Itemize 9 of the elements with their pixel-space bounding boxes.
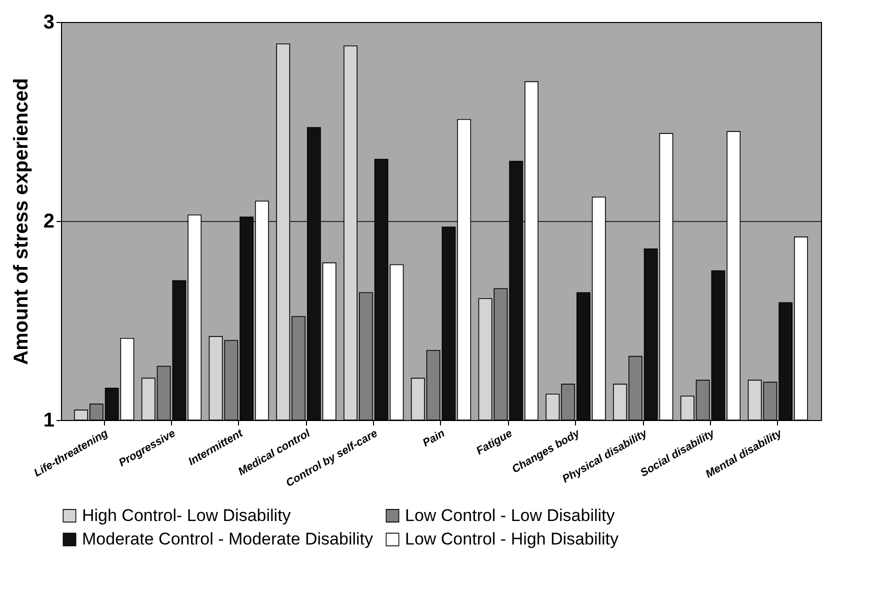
y-axis-title: Amount of stress experienced (10, 78, 32, 365)
legend-label: Moderate Control - Moderate Disability (82, 530, 374, 548)
y-tick-label: 3 (43, 12, 54, 34)
legend-label: Low Control - High Disability (405, 530, 620, 548)
legend-label: High Control- Low Disability (82, 506, 292, 525)
x-tick-label: Pain (420, 427, 448, 450)
y-tick-label: 1 (43, 410, 54, 432)
legend-label: Low Control - Low Disability (405, 506, 616, 525)
y-tick-label: 2 (43, 210, 54, 232)
